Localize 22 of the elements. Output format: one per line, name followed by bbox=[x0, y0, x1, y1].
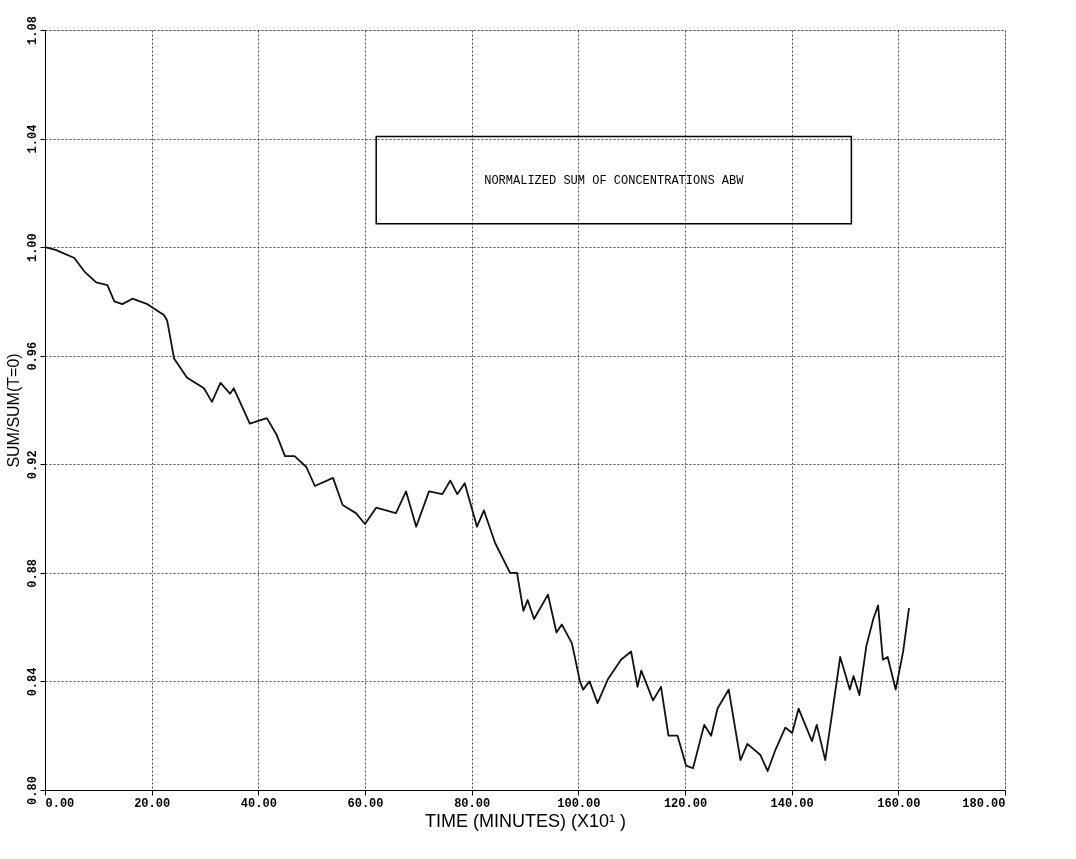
x-axis-title: TIME (MINUTES) (X10¹ ) bbox=[425, 810, 626, 831]
line-series bbox=[44, 246, 910, 772]
x-tick-label: 100.00 bbox=[557, 796, 601, 811]
x-tick-label: 160.00 bbox=[877, 796, 921, 811]
y-axis-title: SUM/SUM(T=0) bbox=[4, 353, 22, 468]
y-tick-label: 0.96 bbox=[25, 341, 40, 371]
x-tick-label: 60.00 bbox=[347, 796, 384, 811]
x-tick-label: 80.00 bbox=[454, 796, 491, 811]
y-tick-label: 0.84 bbox=[25, 667, 40, 697]
x-tick-label: 140.00 bbox=[770, 796, 814, 811]
y-tick-label: 0.80 bbox=[25, 776, 40, 805]
x-tick-label: 40.00 bbox=[240, 796, 277, 811]
x-tick-label: 0.00 bbox=[45, 796, 75, 811]
y-tick-label: 1.00 bbox=[25, 233, 40, 263]
x-tick-label: 120.00 bbox=[663, 796, 708, 811]
text: NORMALIZED SUM OF CONCENTRATIONS ABW bbox=[484, 174, 745, 189]
y-tick-label: 1.08 bbox=[25, 16, 40, 45]
x-tick-label: 20.00 bbox=[134, 796, 171, 811]
y-tick-label: 0.92 bbox=[25, 450, 40, 480]
y-tick-label: 1.04 bbox=[25, 124, 40, 154]
x-tick-label: 180.00 bbox=[962, 796, 1006, 811]
y-tick-label: 0.88 bbox=[25, 558, 40, 588]
